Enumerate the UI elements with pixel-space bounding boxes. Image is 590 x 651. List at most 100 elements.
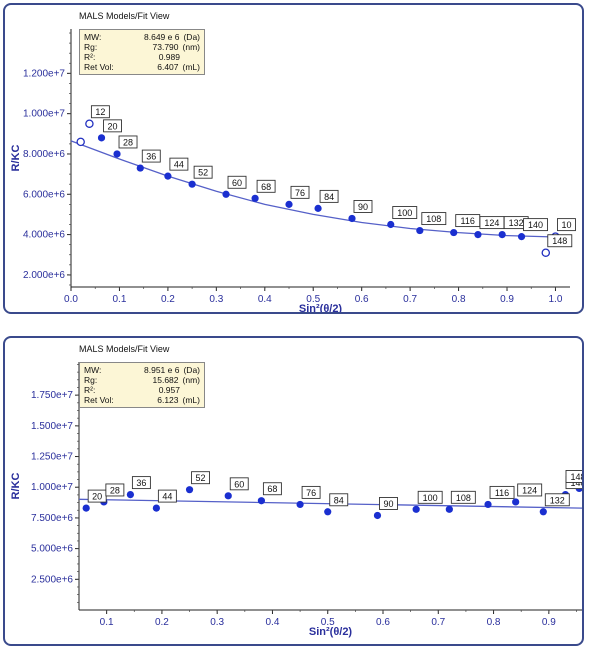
stats-value: 0.989	[158, 52, 180, 62]
point-label-text: 52	[198, 168, 208, 178]
stats-unit: (mL)	[182, 62, 200, 72]
stats-label: R²:	[84, 385, 96, 395]
point-label-text: 148	[552, 236, 567, 246]
point-label-text: 60	[234, 479, 244, 489]
data-point	[257, 497, 266, 505]
point-label-text: 84	[324, 192, 334, 202]
point-label-box	[544, 493, 570, 507]
point-label: 116	[489, 485, 515, 499]
data-point	[512, 498, 520, 506]
point-label-box	[90, 105, 110, 119]
point-label: 108	[450, 490, 476, 504]
point-label: 20	[103, 119, 122, 133]
y-tick-label: 1.000e+7	[23, 109, 65, 120]
data-point	[251, 194, 259, 202]
data-point	[185, 486, 194, 494]
point-label-box	[523, 218, 549, 232]
y-tick-label: 2.000e+6	[23, 270, 65, 281]
data-point	[224, 492, 232, 500]
y-tick-label: 7.500e+6	[31, 513, 73, 524]
point-label: 60	[229, 477, 249, 491]
y-tick-label: 6.000e+6	[23, 189, 65, 200]
point-label: 124	[479, 216, 505, 230]
stats-value: 8.951 e 6	[144, 365, 180, 375]
x-tick-label: 0.5	[321, 617, 335, 628]
x-tick-label: 0.7	[403, 294, 417, 305]
point-label-text: 20	[108, 121, 118, 131]
point-label-box	[319, 189, 339, 203]
point-label: 60	[227, 175, 247, 189]
point-label-text: 36	[136, 478, 146, 488]
point-label-box	[131, 476, 151, 490]
chart-panel-bottom: 2.500e+6 5.000e+6 7.500e+6 1.000e+7 1.250e+7…	[3, 336, 584, 646]
data-point-excluded	[541, 248, 551, 257]
y-tick-label: 2.500e+6	[31, 574, 73, 585]
point-label-box	[547, 234, 573, 248]
point-label-text: 60	[232, 178, 242, 188]
data-point	[387, 220, 395, 229]
point-label-box	[301, 485, 321, 499]
x-tick-label: 0.9	[542, 617, 556, 628]
data-point	[164, 172, 172, 180]
stats-unit: (nm)	[182, 375, 200, 385]
data-point	[517, 233, 526, 241]
point-label-text: 52	[196, 473, 206, 483]
y-tick-label: 8.000e+6	[23, 149, 65, 160]
point-label: 84	[319, 189, 339, 203]
point-label-box	[417, 490, 443, 504]
x-tick-label: 0.5	[306, 294, 320, 305]
point-label-text: 20	[92, 492, 102, 502]
y-tick-label: 4.000e+6	[23, 230, 65, 241]
data-point	[152, 504, 160, 512]
point-label-text: 68	[261, 182, 271, 192]
y-tick-label: 1.200e+7	[23, 68, 65, 79]
x-axis-title: Sin²(θ/2)	[309, 626, 353, 638]
data-point	[285, 200, 293, 208]
y-tick-label: 1.750e+7	[31, 390, 73, 401]
data-point	[188, 180, 196, 188]
point-label: 20	[87, 489, 107, 503]
point-label: 124	[517, 483, 543, 497]
data-point	[498, 230, 506, 239]
point-label-box	[489, 485, 515, 499]
point-label-text: 90	[383, 499, 393, 509]
x-tick-label: 0.1	[112, 294, 126, 305]
stats-box: MW: 8.649 e 6 (Da) Rg: 73.790 (nm) R²: 0.989 …	[79, 29, 205, 75]
point-label: 100	[417, 490, 443, 504]
point-label-box	[157, 489, 177, 503]
stats-row-rg: Rg: 15.682 (nm)	[84, 375, 200, 385]
point-label: 132	[544, 493, 570, 507]
x-tick-label: 0.9	[500, 294, 514, 305]
stats-label: MW:	[84, 32, 102, 42]
stats-row-r2: R²: 0.989	[84, 52, 200, 62]
point-label: 68	[262, 482, 282, 496]
stats-label: Rg:	[84, 375, 98, 385]
data-point	[113, 150, 121, 158]
stats-value: 6.123	[157, 395, 179, 405]
y-tick-label: 5.000e+6	[31, 544, 73, 555]
stats-unit: (Da)	[183, 32, 200, 42]
stats-row-rg: Rg: 73.790 (nm)	[84, 42, 200, 52]
stats-value: 8.649 e 6	[144, 32, 180, 42]
stats-label: Ret Vol:	[84, 395, 114, 405]
y-tick-label: 1.500e+7	[31, 421, 73, 432]
point-label: 10	[557, 218, 576, 232]
x-tick-label: 0.4	[258, 294, 272, 305]
point-label-box	[193, 165, 213, 179]
data-point-excluded	[85, 119, 94, 128]
x-tick-label: 0.3	[209, 294, 223, 305]
stats-value: 73.790	[152, 42, 179, 52]
point-label-box	[290, 185, 310, 199]
data-point	[412, 505, 420, 513]
data-point	[97, 134, 106, 142]
point-label-text: 148	[570, 472, 582, 482]
point-label-text: 36	[146, 152, 156, 162]
point-label: 140	[523, 218, 549, 232]
point-label-box	[353, 200, 373, 213]
stats-value: 15.682	[152, 375, 179, 385]
point-label: 100	[392, 206, 418, 219]
stats-value: 0.957	[158, 385, 180, 395]
chart-svg-top: 2.000e+6 4.000e+6 6.000e+6 8.000e+6 1.000e+7…	[10, 29, 576, 312]
data-point	[296, 500, 304, 509]
point-label: 116	[455, 214, 481, 228]
